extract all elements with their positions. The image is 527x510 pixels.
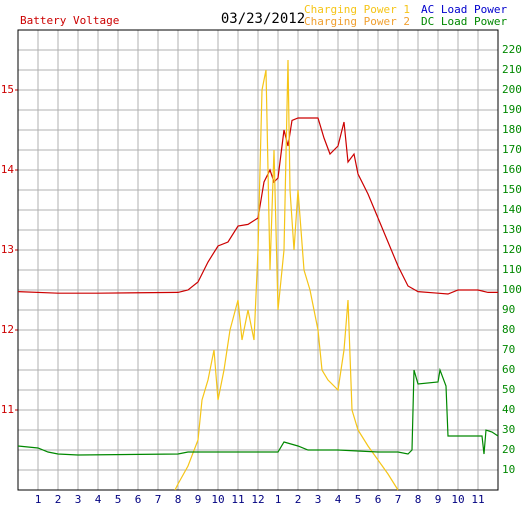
legend-entry: DC Load Power	[421, 15, 507, 28]
x-tick-label: 9	[435, 493, 442, 506]
x-tick-label: 11	[231, 493, 244, 506]
x-tick-label: 10	[211, 493, 224, 506]
y2-tick-label: 100	[502, 283, 522, 296]
y2-tick-label: 160	[502, 163, 522, 176]
y-tick-label: 14	[1, 163, 15, 176]
y2-tick-label: 40	[502, 403, 515, 416]
x-tick-label: 3	[75, 493, 82, 506]
legend-entry: AC Load Power	[421, 3, 507, 16]
x-tick-label: 1	[35, 493, 42, 506]
chart-title: 03/23/2012	[221, 11, 305, 27]
y2-tick-label: 10	[502, 463, 515, 476]
y2-tick-label: 20	[502, 443, 515, 456]
x-tick-label: 5	[115, 493, 122, 506]
x-tick-label: 6	[135, 493, 142, 506]
y2-tick-label: 150	[502, 183, 522, 196]
y2-tick-label: 50	[502, 383, 515, 396]
y-tick-label: 12	[1, 323, 14, 336]
y2-tick-label: 190	[502, 103, 522, 116]
x-tick-label: 1	[275, 493, 282, 506]
y2-tick-label: 70	[502, 343, 515, 356]
x-tick-label: 2	[295, 493, 302, 506]
legend-entry: Charging Power 2	[304, 15, 410, 28]
plot-border	[17, 29, 499, 491]
x-tick-label: 8	[415, 493, 422, 506]
x-tick-label: 9	[195, 493, 202, 506]
x-tick-label: 11	[471, 493, 484, 506]
y2-tick-label: 80	[502, 323, 515, 336]
y2-tick-label: 170	[502, 143, 522, 156]
x-tick-label: 3	[315, 493, 322, 506]
y2-tick-label: 120	[502, 243, 522, 256]
y2-tick-label: 60	[502, 363, 515, 376]
y2-tick-label: 140	[502, 203, 522, 216]
series-line	[17, 117, 498, 295]
y2-tick-label: 90	[502, 303, 515, 316]
x-tick-label: 10	[451, 493, 464, 506]
x-tick-label: 8	[175, 493, 182, 506]
legend-entry: Battery Voltage	[20, 14, 119, 27]
y2-tick-label: 30	[502, 423, 515, 436]
y-tick-label: 11	[1, 403, 14, 416]
x-tick-label: 7	[155, 493, 162, 506]
legend-entry: Charging Power 1	[304, 3, 410, 16]
y2-tick-label: 180	[502, 123, 522, 136]
series-line	[174, 59, 399, 491]
y2-tick-label: 130	[502, 223, 522, 236]
y2-tick-label: 110	[502, 263, 522, 276]
y2-tick-label: 210	[502, 63, 522, 76]
y-tick-label: 15	[1, 83, 14, 96]
y2-tick-label: 200	[502, 83, 522, 96]
y-tick-label: 13	[1, 243, 14, 256]
x-tick-label: 2	[55, 493, 62, 506]
x-tick-label: 4	[335, 493, 342, 506]
x-tick-label: 5	[355, 493, 362, 506]
x-tick-label: 12	[251, 493, 264, 506]
series-line	[17, 367, 499, 456]
x-tick-label: 6	[375, 493, 382, 506]
y2-tick-label: 220	[502, 43, 522, 56]
x-tick-label: 4	[95, 493, 102, 506]
x-tick-label: 7	[395, 493, 402, 506]
